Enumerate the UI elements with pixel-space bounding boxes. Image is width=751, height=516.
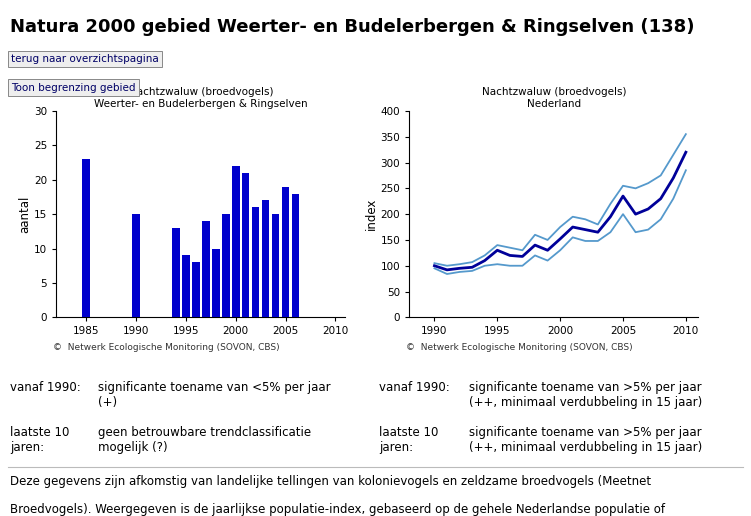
Text: Deze gegevens zijn afkomstig van landelijke tellingen van kolonievogels en zeldz: Deze gegevens zijn afkomstig van landeli… [10,475,651,488]
Text: significante toename van >5% per jaar
(++, minimaal verdubbeling in 15 jaar): significante toename van >5% per jaar (+… [469,381,703,409]
Bar [262,200,270,317]
Text: ©  Netwerk Ecologische Monitoring (SOVON, CBS): © Netwerk Ecologische Monitoring (SOVON,… [406,343,632,352]
Bar [192,262,200,317]
Bar [83,159,90,317]
Text: geen betrouwbare trendclassificatie
mogelijk (?): geen betrouwbare trendclassificatie moge… [98,426,311,454]
Y-axis label: aantal: aantal [18,196,32,233]
Bar [182,255,190,317]
Bar [172,228,179,317]
Bar [292,194,300,317]
Bar [212,249,219,317]
Text: significante toename van <5% per jaar
(+): significante toename van <5% per jaar (+… [98,381,330,409]
Bar [232,166,240,317]
Text: Toon begrenzing gebied: Toon begrenzing gebied [11,83,136,92]
Title: Nachtzwaluw (broedvogels)
Nederland: Nachtzwaluw (broedvogels) Nederland [481,87,626,109]
Bar [242,173,249,317]
Bar [202,221,210,317]
Bar [222,214,230,317]
Title: Nachtzwaluw (broedvogels)
Weerter- en Budelerbergen & Ringselven: Nachtzwaluw (broedvogels) Weerter- en Bu… [94,87,308,109]
Text: Broedvogels). Weergegeven is de jaarlijkse populatie-index, gebaseerd op de gehe: Broedvogels). Weergegeven is de jaarlijk… [10,503,665,516]
Text: Natura 2000 gebied Weerter- en Budelerbergen & Ringselven (138): Natura 2000 gebied Weerter- en Budelerbe… [10,18,694,36]
Bar [272,214,279,317]
Text: terug naar overzichtspagina: terug naar overzichtspagina [11,54,159,64]
Text: ©  Netwerk Ecologische Monitoring (SOVON, CBS): © Netwerk Ecologische Monitoring (SOVON,… [53,343,279,352]
Text: laatste 10
jaren:: laatste 10 jaren: [379,426,439,454]
Bar [282,187,289,317]
Y-axis label: index: index [365,198,378,230]
Text: vanaf 1990:: vanaf 1990: [379,381,450,394]
Text: laatste 10
jaren:: laatste 10 jaren: [10,426,69,454]
Bar [252,207,259,317]
Bar [132,214,140,317]
Text: significante toename van >5% per jaar
(++, minimaal verdubbeling in 15 jaar): significante toename van >5% per jaar (+… [469,426,703,454]
Text: vanaf 1990:: vanaf 1990: [10,381,80,394]
